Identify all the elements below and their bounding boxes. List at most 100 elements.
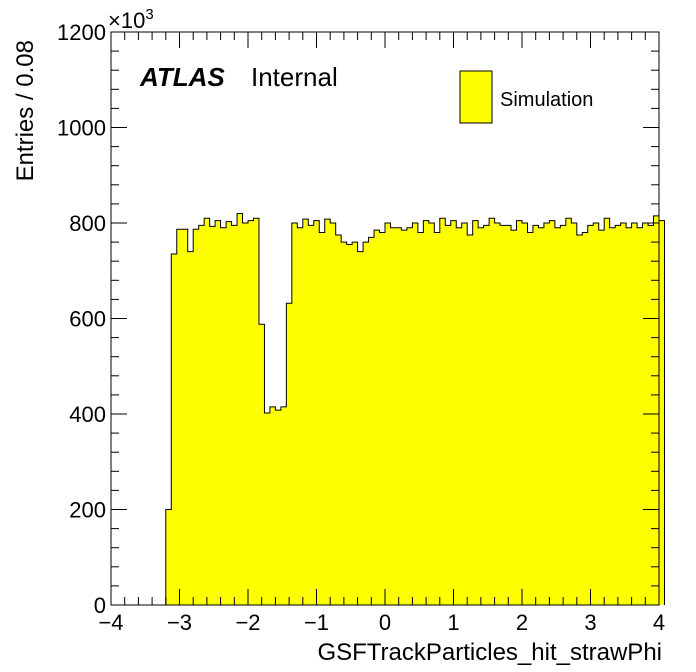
x-tick-label: 2 — [516, 610, 528, 635]
histogram-bin — [604, 218, 611, 605]
histogram-bin — [253, 218, 260, 605]
histogram-bin — [390, 227, 397, 605]
histogram-bin — [363, 242, 369, 605]
histogram-bin — [505, 225, 512, 605]
y-multiplier: ×103 — [108, 6, 154, 33]
histogram-bin — [401, 230, 408, 605]
histogram-bin — [428, 223, 435, 605]
x-tick-label: 0 — [379, 610, 391, 635]
histogram-bin — [226, 221, 232, 605]
internal-label: Internal — [251, 62, 338, 92]
histogram-bin — [467, 234, 474, 605]
x-tick-label: −4 — [98, 610, 123, 635]
histogram-bin — [237, 213, 243, 605]
histogram-bin — [565, 218, 572, 605]
x-tick-label: 3 — [584, 610, 596, 635]
histogram-bin — [346, 244, 353, 606]
x-axis-title: GSFTrackParticles_hit_strawPhi — [317, 639, 662, 666]
histogram-bin — [352, 242, 358, 605]
histogram-bin — [527, 232, 534, 606]
y-tick-label: 1200 — [57, 20, 106, 45]
legend-label: Simulation — [500, 89, 593, 111]
histogram-bin — [450, 220, 457, 606]
histogram-bin — [341, 242, 348, 605]
x-tick-label: −1 — [304, 610, 329, 635]
histogram-bin — [406, 227, 413, 605]
histogram-bin — [609, 227, 616, 605]
histogram-bin — [319, 232, 326, 606]
histogram-bin — [308, 225, 315, 605]
histogram-bin — [264, 413, 271, 605]
histogram-bin — [379, 232, 386, 606]
histogram-bin — [204, 218, 211, 605]
histogram-bin — [258, 324, 265, 605]
histogram-bin — [220, 227, 227, 605]
histogram-bin — [374, 230, 380, 605]
histogram-bin — [456, 227, 463, 605]
histogram-bin — [598, 230, 605, 605]
histogram-bin — [368, 237, 375, 605]
histogram-bin — [439, 218, 446, 605]
histogram-bin — [538, 227, 545, 605]
y-tick-label: 1000 — [57, 116, 106, 141]
y-tick-label: 200 — [69, 498, 106, 523]
histogram-bin — [659, 220, 665, 606]
histogram-bin — [423, 220, 430, 606]
histogram-bin — [560, 225, 567, 605]
histogram-bin — [587, 225, 594, 605]
histogram-bars — [165, 213, 665, 606]
histogram-outline — [165, 212, 665, 605]
histogram-bin — [231, 225, 238, 605]
histogram-bin — [165, 509, 172, 605]
histogram-bin — [357, 251, 364, 605]
histogram-bin — [615, 225, 622, 605]
histogram-bin — [549, 220, 556, 606]
x-tick-label: −2 — [235, 610, 260, 635]
histogram-bin — [532, 225, 539, 605]
x-tick-label: 4 — [653, 610, 665, 635]
histogram-bin — [576, 234, 583, 605]
histogram-bin — [313, 220, 320, 606]
histogram-bin — [620, 223, 627, 605]
histogram-bin — [417, 232, 424, 606]
histogram-bin — [637, 227, 643, 605]
histogram-bin — [324, 219, 331, 605]
histogram-bin — [182, 229, 189, 605]
histogram-bin — [412, 223, 419, 605]
y-tick-label: 800 — [69, 211, 106, 236]
histogram-bin — [187, 251, 194, 605]
histogram-bin — [434, 232, 441, 606]
histogram-bin — [631, 223, 638, 605]
histogram-bin — [593, 223, 600, 605]
histogram-bin — [445, 225, 452, 605]
histogram-bin — [215, 220, 221, 606]
y-axis-title: Entries / 0.08 — [12, 40, 39, 181]
histogram-bin — [286, 303, 293, 605]
legend-swatch — [459, 70, 493, 124]
histogram-bin — [522, 223, 528, 605]
y-tick-label: 600 — [69, 307, 106, 332]
histogram-bin — [248, 220, 254, 606]
histogram-bin — [297, 227, 304, 605]
histogram-bin — [280, 406, 287, 605]
x-tick-labels: −4 −3 −2 −1 0 1 2 3 4 — [98, 610, 665, 635]
histogram-bin — [478, 227, 485, 605]
atlas-label: ATLAS — [139, 62, 225, 92]
histogram-bin — [171, 254, 178, 605]
histogram-bin — [330, 223, 337, 605]
histogram-bin — [648, 225, 654, 605]
x-tick-label: 1 — [447, 610, 459, 635]
histogram-bin — [483, 225, 490, 605]
histogram-bin — [302, 219, 309, 605]
axis-ticks — [110, 31, 660, 606]
histogram-bin — [511, 230, 517, 605]
histogram-bin — [543, 223, 550, 605]
histogram-bin — [489, 218, 495, 605]
histogram-bin — [582, 232, 589, 606]
histogram-bin — [472, 220, 479, 606]
histogram-bin — [494, 223, 501, 605]
histogram-bin — [653, 215, 660, 605]
histogram-bin — [176, 229, 183, 605]
histogram-bin — [500, 225, 506, 605]
